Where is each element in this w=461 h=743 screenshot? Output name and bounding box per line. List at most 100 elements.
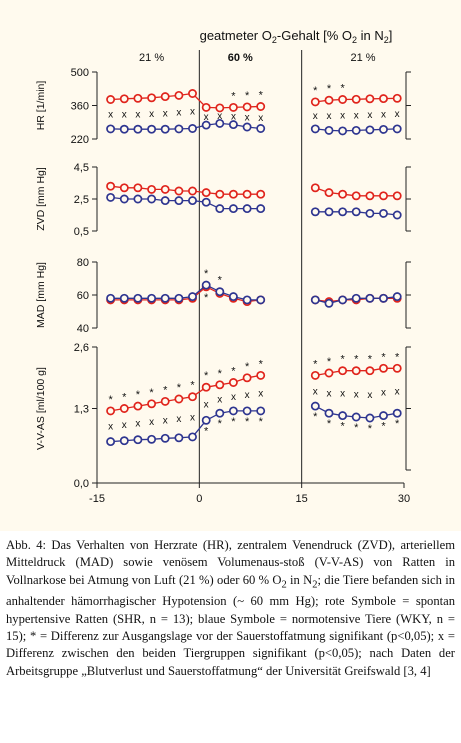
data-point-wky bbox=[392, 292, 402, 302]
significance-marker: * bbox=[313, 358, 318, 370]
significance-marker: * bbox=[340, 421, 345, 433]
data-point-shr bbox=[133, 93, 143, 103]
significance-marker: * bbox=[122, 392, 127, 404]
chart-header: geatmeter O2-Gehalt [% O2 in N2] bbox=[200, 28, 393, 45]
group-difference-marker: x bbox=[313, 111, 318, 122]
data-point-shr bbox=[133, 401, 143, 411]
group-difference-marker: x bbox=[217, 395, 222, 406]
data-point-wky bbox=[338, 126, 348, 136]
group-difference-marker: x bbox=[313, 386, 318, 397]
data-point-wky bbox=[365, 413, 375, 423]
data-point-shr bbox=[310, 370, 320, 380]
group-difference-marker: x bbox=[122, 109, 127, 120]
data-point-wky bbox=[188, 292, 197, 302]
y-axis-label: HR [1/min] bbox=[35, 81, 47, 131]
group-difference-marker: x bbox=[258, 113, 263, 124]
significance-marker: * bbox=[204, 268, 209, 280]
group-difference-marker: x bbox=[245, 390, 250, 401]
data-point-wky bbox=[351, 207, 361, 217]
significance-marker: * bbox=[327, 418, 332, 430]
phase-label: 21 % bbox=[139, 52, 164, 64]
data-point-wky bbox=[256, 204, 266, 214]
data-point-wky bbox=[392, 210, 402, 220]
data-point-wky bbox=[310, 401, 320, 411]
data-point-wky bbox=[160, 196, 170, 206]
data-point-shr bbox=[106, 95, 116, 104]
group-difference-marker: x bbox=[217, 111, 222, 122]
group-difference-marker: x bbox=[326, 389, 331, 400]
data-point-wky bbox=[365, 208, 375, 218]
group-difference-marker: x bbox=[122, 420, 127, 431]
data-point-shr bbox=[324, 188, 334, 198]
data-point-shr bbox=[351, 94, 361, 104]
data-point-wky bbox=[174, 196, 184, 206]
data-point-shr bbox=[201, 382, 211, 392]
y-tick-label: 2,6 bbox=[74, 342, 89, 354]
group-difference-marker: x bbox=[381, 109, 386, 120]
group-difference-marker: x bbox=[326, 111, 331, 122]
data-point-shr bbox=[228, 102, 238, 112]
data-point-wky bbox=[174, 124, 184, 134]
data-point-shr bbox=[147, 399, 157, 409]
data-point-wky bbox=[324, 125, 334, 135]
group-difference-marker: x bbox=[149, 109, 154, 120]
data-point-shr bbox=[147, 184, 157, 194]
data-point-shr bbox=[324, 368, 334, 378]
data-point-wky bbox=[351, 412, 361, 422]
data-point-wky bbox=[160, 293, 170, 303]
data-point-wky bbox=[147, 434, 157, 444]
group-difference-marker: x bbox=[367, 390, 372, 401]
data-point-wky bbox=[119, 124, 129, 134]
data-point-wky bbox=[324, 207, 334, 217]
data-point-wky bbox=[201, 415, 211, 425]
data-point-wky bbox=[242, 204, 252, 214]
data-point-wky bbox=[119, 436, 129, 446]
data-point-shr bbox=[324, 95, 334, 105]
data-point-shr bbox=[365, 94, 375, 104]
x-tick-label: 30 bbox=[398, 493, 410, 505]
data-point-wky bbox=[133, 435, 143, 445]
data-point-wky bbox=[310, 207, 320, 217]
significance-marker: * bbox=[354, 354, 359, 366]
data-point-wky bbox=[338, 411, 348, 421]
data-point-shr bbox=[365, 366, 375, 376]
data-point-wky bbox=[215, 408, 225, 418]
data-point-wky bbox=[256, 295, 266, 305]
significance-marker: * bbox=[340, 354, 345, 366]
data-point-wky bbox=[160, 433, 170, 443]
x-tick-label: 15 bbox=[296, 493, 308, 505]
significance-marker: * bbox=[313, 85, 318, 97]
phase-label: 21 % bbox=[351, 52, 376, 64]
data-point-shr bbox=[174, 90, 184, 100]
data-point-shr bbox=[188, 392, 197, 402]
significance-marker: * bbox=[340, 83, 345, 95]
group-difference-marker: x bbox=[354, 110, 359, 121]
significance-marker: * bbox=[190, 380, 195, 392]
y-axis-label: V-V-AS [ml/100 g] bbox=[35, 367, 47, 450]
data-point-wky bbox=[201, 120, 211, 130]
data-point-shr bbox=[338, 95, 348, 104]
data-point-wky bbox=[106, 192, 116, 202]
data-point-shr bbox=[133, 183, 143, 193]
group-difference-marker: x bbox=[108, 110, 113, 121]
group-difference-marker: x bbox=[190, 107, 195, 118]
data-point-shr bbox=[215, 189, 225, 199]
group-difference-marker: x bbox=[340, 111, 345, 122]
group-difference-marker: x bbox=[381, 387, 386, 398]
data-point-wky bbox=[228, 204, 238, 214]
significance-marker: * bbox=[327, 83, 332, 95]
data-point-wky bbox=[242, 122, 252, 132]
data-point-shr bbox=[379, 191, 388, 201]
data-point-wky bbox=[188, 124, 197, 133]
x-tick-label: 0 bbox=[196, 493, 202, 505]
data-point-wky bbox=[228, 406, 238, 416]
data-point-shr bbox=[310, 183, 320, 193]
significance-marker: * bbox=[218, 368, 223, 380]
significance-marker: * bbox=[368, 423, 373, 435]
group-difference-marker: x bbox=[354, 389, 359, 400]
data-point-wky bbox=[160, 124, 170, 134]
y-axis-label: MAD [mm Hg] bbox=[35, 262, 47, 328]
data-point-wky bbox=[242, 295, 252, 305]
significance-marker: * bbox=[381, 351, 386, 363]
group-difference-marker: x bbox=[163, 108, 168, 119]
